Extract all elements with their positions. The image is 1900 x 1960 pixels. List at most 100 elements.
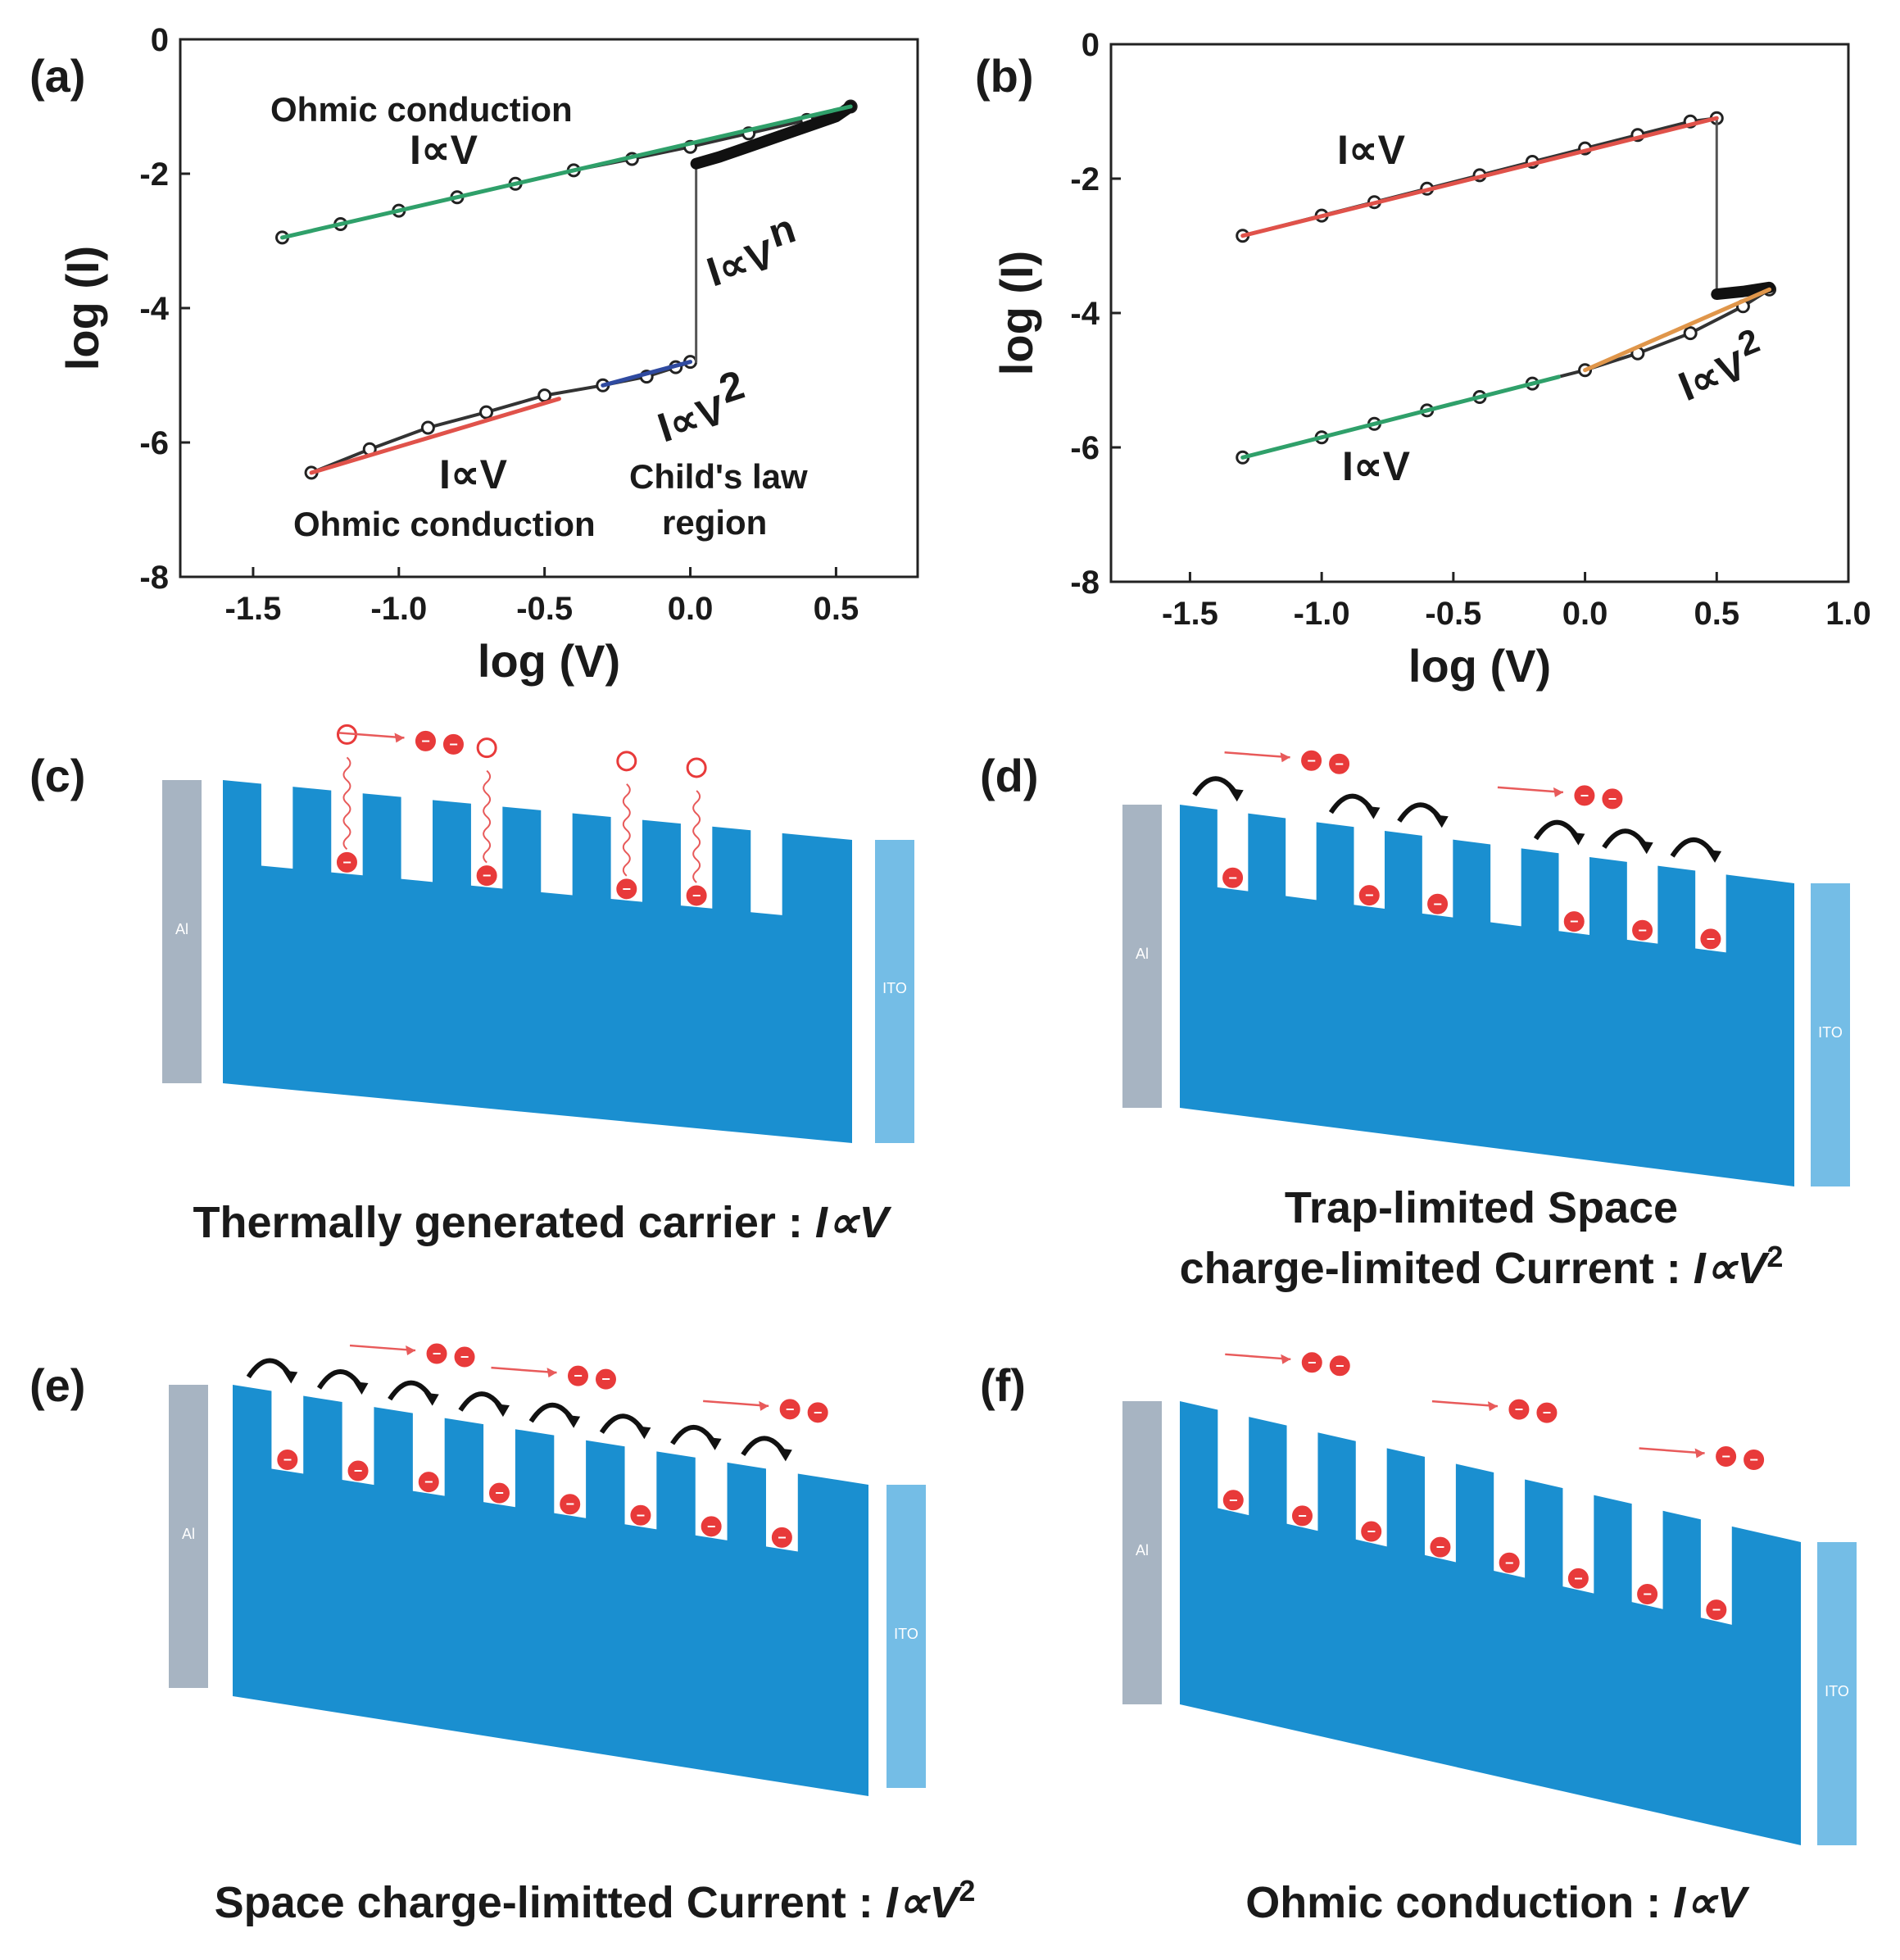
electron-icon bbox=[476, 737, 497, 759]
electron-sign: − bbox=[623, 881, 632, 897]
ito-label-c: ITO bbox=[882, 980, 907, 996]
hop-arc bbox=[246, 1358, 293, 1379]
hop-arc-head bbox=[1707, 849, 1722, 863]
conduction-band-shape bbox=[1180, 805, 1794, 1186]
drift-arrow-head bbox=[759, 1400, 769, 1411]
electron-sign: − bbox=[283, 1452, 292, 1468]
y-axis-title-a: log (I) bbox=[57, 246, 108, 370]
electron-icon bbox=[1716, 1445, 1737, 1467]
diagram-d: (d) Al ITO − − − − − − − − − − Trap-limited Space… bbox=[980, 750, 1850, 1293]
caption-formula-c: I∝V bbox=[815, 1198, 892, 1247]
electron-sign: − bbox=[1712, 1602, 1721, 1618]
annot-iv2-b: I∝V 2 bbox=[1672, 321, 1765, 411]
electron-sign: − bbox=[1570, 914, 1579, 930]
axes-b: -1.5 -1.0 -0.5 0.0 0.5 1.0 0 -2 -4 -6 -8 bbox=[1070, 27, 1871, 632]
electron-icon bbox=[347, 1460, 369, 1481]
y-tick-label: -4 bbox=[139, 291, 169, 327]
electron-sign: − bbox=[814, 1404, 823, 1421]
electron-sign: − bbox=[1229, 1492, 1238, 1509]
data-point bbox=[420, 420, 435, 435]
electron-icon bbox=[701, 1516, 722, 1537]
ito-electrode-c bbox=[875, 840, 914, 1143]
panel-label-d: (d) bbox=[980, 750, 1039, 801]
hop-arc-head bbox=[1433, 814, 1449, 828]
electron-sign: − bbox=[1749, 1451, 1758, 1468]
panel-label-c: (c) bbox=[29, 750, 85, 801]
electron-icon bbox=[1427, 893, 1449, 914]
hop-arc bbox=[316, 1369, 365, 1390]
hop-arc bbox=[388, 1380, 435, 1401]
hop-arc-head bbox=[424, 1392, 439, 1406]
x-tick-label: 1.0 bbox=[1825, 596, 1871, 632]
hop-arc-head bbox=[706, 1436, 722, 1450]
electron-sign: − bbox=[460, 1349, 469, 1365]
series-group-a bbox=[275, 99, 858, 480]
diagram-f: (f) Al ITO − − − − − − − − − − − − − − Ohmic conducti… bbox=[980, 1352, 1857, 1927]
electron-icon bbox=[454, 1346, 475, 1368]
hop-arc-head bbox=[1638, 841, 1653, 855]
electron-icon bbox=[686, 757, 707, 778]
caption-sup-d: 2 bbox=[1766, 1240, 1783, 1273]
hop-arc-head bbox=[1570, 832, 1585, 846]
drift-arrow-line bbox=[1431, 1400, 1499, 1408]
al-electrode-e bbox=[169, 1385, 208, 1688]
x-tick-label: -1.5 bbox=[1162, 596, 1218, 632]
electron-sign: − bbox=[707, 1518, 716, 1535]
panel-label-a: (a) bbox=[29, 50, 85, 102]
electron-icon bbox=[1536, 1402, 1558, 1423]
y-tick-label: 0 bbox=[151, 22, 169, 58]
caption-formula-f: I∝V bbox=[1673, 1878, 1750, 1927]
electron-sign: − bbox=[433, 1345, 442, 1362]
electron-icon bbox=[1574, 785, 1595, 806]
series-line-ohmic-fit-hrs bbox=[1240, 374, 1561, 460]
x-tick-label: -1.0 bbox=[1294, 596, 1350, 632]
electron-icon bbox=[426, 1343, 447, 1364]
al-label-d: Al bbox=[1136, 946, 1149, 962]
plot-frame-b bbox=[1109, 43, 1850, 583]
electron-icon bbox=[1329, 753, 1350, 774]
caption-main-e: Space charge-limitted Current : bbox=[215, 1878, 886, 1927]
band-structure-e bbox=[233, 1385, 868, 1796]
electron-sign: − bbox=[1335, 1358, 1345, 1374]
annot-iv2-text-b: I∝V bbox=[1672, 342, 1753, 410]
electron-sign: − bbox=[483, 868, 492, 884]
electron-sign: − bbox=[342, 854, 351, 870]
caption-formula-d: I∝V bbox=[1694, 1244, 1771, 1293]
ito-label-f: ITO bbox=[1825, 1683, 1849, 1699]
ito-electrode-e bbox=[887, 1485, 926, 1788]
electron-icon bbox=[488, 1482, 510, 1504]
panel-label-e: (e) bbox=[29, 1359, 85, 1411]
electron-icon bbox=[415, 730, 436, 751]
data-point bbox=[479, 405, 494, 420]
annot-ivn-text-a: I∝V bbox=[701, 230, 781, 295]
electron-sign: − bbox=[1608, 791, 1617, 807]
electron-icon bbox=[277, 1450, 298, 1471]
electron-sign: − bbox=[1515, 1401, 1524, 1418]
carriers-f: − − − − − − − − − − − − − − bbox=[1222, 1352, 1765, 1621]
annot-iv-bottom-b: I∝V bbox=[1342, 443, 1411, 489]
electron-sign: − bbox=[1638, 922, 1647, 938]
series-line-ohmic-fit-hrs bbox=[309, 397, 561, 475]
y-tick-label: -6 bbox=[1070, 430, 1100, 466]
series-line-ohmic-fit-lrs bbox=[280, 104, 853, 240]
al-label-c: Al bbox=[175, 921, 188, 937]
series-line-child-fit bbox=[601, 360, 693, 388]
annot-ohmic-top-a: Ohmic conduction bbox=[270, 90, 573, 129]
electron-sign: − bbox=[483, 740, 492, 756]
electron-icon bbox=[1301, 1352, 1322, 1373]
x-tick-label: -1.5 bbox=[224, 591, 281, 627]
caption-d-line1: Trap-limited Space bbox=[1285, 1183, 1678, 1232]
drift-arrow-line bbox=[1639, 1447, 1705, 1454]
hop-arc bbox=[599, 1413, 646, 1434]
axes-a: -1.5 -1.0 -0.5 0.0 0.5 0 -2 -4 -6 -8 bbox=[139, 22, 859, 627]
electron-sign: − bbox=[601, 1371, 610, 1387]
x-tick-label: -0.5 bbox=[1425, 596, 1481, 632]
annot-iv-top-a: I∝V bbox=[410, 127, 478, 173]
ito-label-d: ITO bbox=[1818, 1024, 1843, 1041]
electron-icon bbox=[1567, 1568, 1589, 1589]
band-structure-c bbox=[223, 780, 852, 1143]
electron-icon bbox=[1222, 867, 1244, 888]
electron-icon bbox=[1744, 1449, 1765, 1470]
electron-icon bbox=[1632, 919, 1653, 941]
